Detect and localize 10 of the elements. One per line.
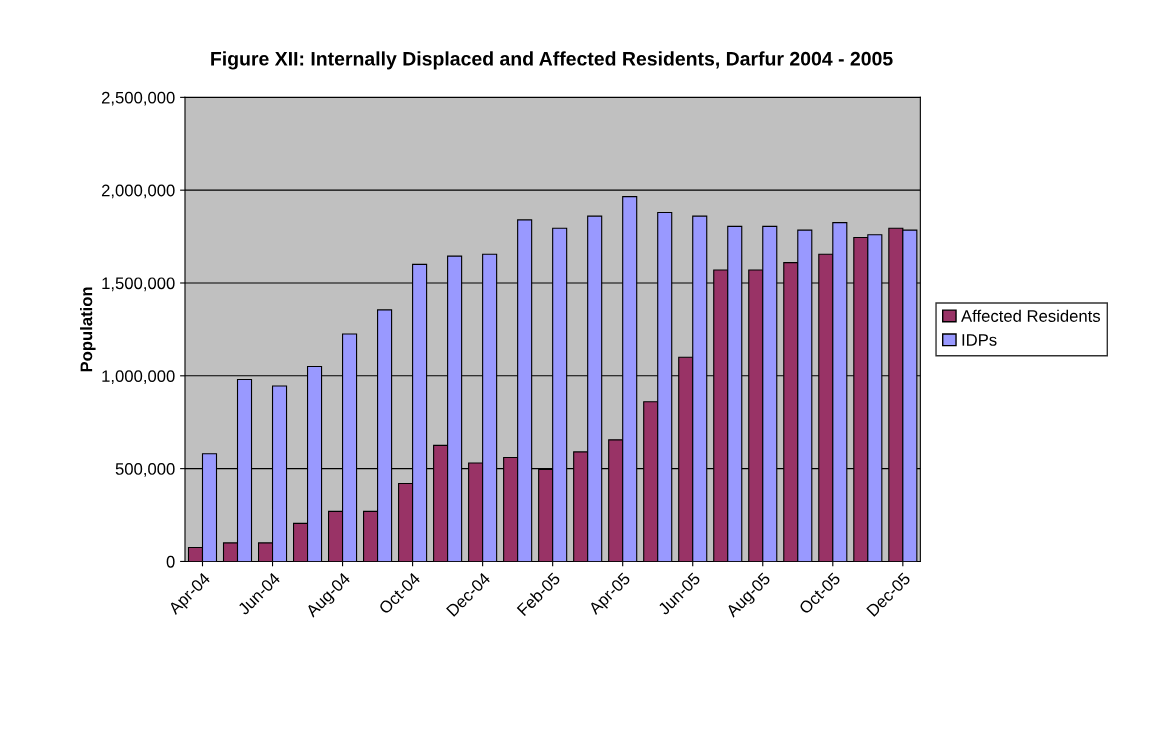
legend-label: IDPs xyxy=(962,334,997,346)
chart-title: Figure XII: Internally Displaced and Affected Residents, Darfur 2004 - 2005 xyxy=(211,51,893,70)
y-tick-label: 2,000,000 xyxy=(101,184,175,199)
legend-label: Affected Residents xyxy=(961,309,1101,322)
y-tick-label: 500,000 xyxy=(115,463,175,477)
y-tick-label: 0 xyxy=(166,555,175,568)
y-axis-title: Population xyxy=(80,287,96,372)
y-tick-label: 1,500,000 xyxy=(102,277,175,292)
y-tick-label: 2,500,000 xyxy=(101,91,175,106)
y-tick-label: 1,000,000 xyxy=(102,370,175,384)
